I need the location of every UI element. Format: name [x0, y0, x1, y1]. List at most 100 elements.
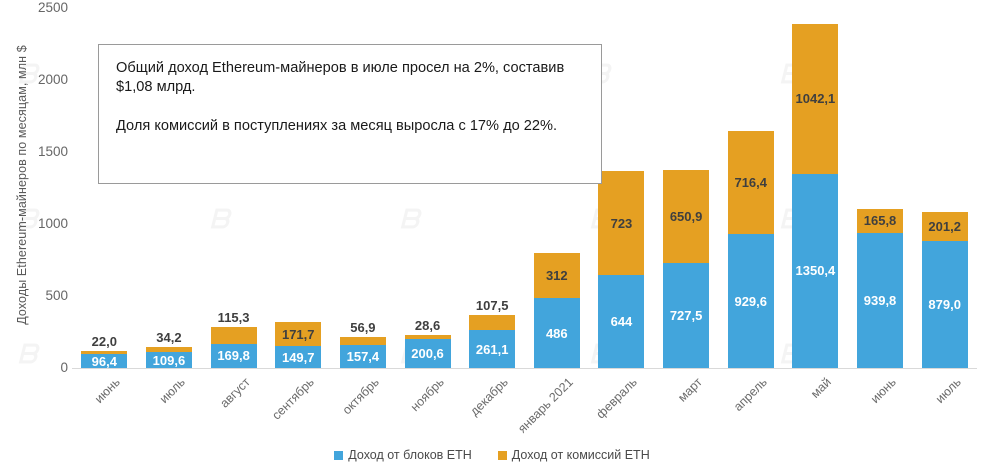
bar-value-label-blocks: 109,6 — [152, 352, 186, 368]
bar-group[interactable]: 56,9 157,4 — [339, 321, 386, 368]
bar-group[interactable]: 115,3 169,8 — [210, 311, 257, 368]
y-axis-tick-label: 2000 — [37, 72, 68, 87]
bar-value-label-fees: 56,9 — [350, 320, 376, 336]
bar-value-label-fees: 716,4 — [734, 175, 768, 191]
y-axis-tick-label: 1500 — [37, 144, 68, 159]
bar-value-label-blocks: 727,5 — [669, 308, 703, 324]
bar-group[interactable]: 312 486 — [533, 253, 580, 368]
bar-value-label-blocks: 939,8 — [863, 292, 897, 308]
bar-value-label-fees: 723 — [610, 215, 633, 231]
x-axis-tick-label-text: декабрь — [467, 375, 512, 419]
x-axis-tick-label-text: июль — [932, 375, 964, 407]
bar-segment-blocks[interactable]: 109,6 — [145, 352, 192, 368]
bar-value-label-blocks: 486 — [545, 325, 568, 341]
x-axis-tick-label-text: март — [675, 375, 705, 405]
annotation-callout: Общий доход Ethereum-майнеров в июле про… — [98, 44, 602, 184]
x-axis-tick-label-text: сентябрь — [269, 375, 318, 423]
x-axis-tick-label-text: ноябрь — [407, 375, 447, 415]
y-axis-tick-label: 2500 — [37, 0, 68, 15]
bar-segment-blocks[interactable]: 261,1 — [469, 330, 516, 368]
bar-value-label-blocks: 261,1 — [475, 341, 509, 357]
x-axis-line — [72, 368, 977, 369]
bar-segment-fees[interactable]: 1042,1 — [792, 23, 839, 174]
bar-segment-blocks[interactable]: 1350,4 — [792, 173, 839, 368]
bar-value-label-blocks: 149,7 — [281, 349, 315, 365]
bar-group[interactable]: 201,2 879,0 — [921, 212, 968, 368]
bar-value-label-fees: 650,9 — [669, 208, 703, 224]
bar-segment-fees[interactable]: 56,9 — [339, 321, 386, 346]
x-axis-tick-label-text: август — [216, 375, 253, 411]
bar-group[interactable]: 22,0 96,4 — [81, 335, 128, 369]
bar-value-label-fees: 171,7 — [281, 326, 315, 342]
bar-segment-fees[interactable]: 716,4 — [727, 130, 774, 235]
bar-value-label-fees: 115,3 — [217, 309, 250, 325]
bar-value-label-fees: 34,2 — [156, 330, 182, 346]
bar-group[interactable]: 28,6 200,6 — [404, 319, 451, 368]
bar-segment-fees[interactable]: 28,6 — [404, 319, 451, 340]
bar-group[interactable]: 107,5 261,1 — [469, 299, 516, 368]
y-axis-tick-label: 1000 — [37, 216, 68, 231]
legend-color-swatch — [497, 450, 507, 460]
x-axis-tick-label-text: октябрь — [339, 375, 382, 418]
bar-segment-fees[interactable]: 312 — [533, 253, 580, 299]
bar-segment-fees[interactable]: 165,8 — [857, 208, 904, 233]
bar-segment-fees[interactable]: 171,7 — [275, 321, 322, 347]
legend-item[interactable]: Доход от блоков ETH — [334, 448, 472, 462]
bar-segment-blocks[interactable]: 939,8 — [857, 232, 904, 368]
x-axis-tick-label-text: январь 2021 — [514, 375, 576, 436]
legend-label: Доход от комиссий ETH — [511, 448, 650, 462]
bar-group[interactable]: 716,4 929,6 — [727, 130, 774, 368]
bar-segment-blocks[interactable]: 96,4 — [81, 353, 128, 369]
bar-group[interactable]: 171,7 149,7 — [275, 321, 322, 368]
x-axis-tick-label-text: апрель — [730, 375, 770, 414]
bar-value-label-blocks: 929,6 — [734, 293, 768, 309]
bar-segment-blocks[interactable]: 644 — [598, 275, 645, 368]
bar-segment-blocks[interactable]: 200,6 — [404, 339, 451, 368]
x-axis-tick-label-text: июнь — [867, 375, 899, 406]
bar-segment-fees[interactable]: 34,2 — [145, 331, 192, 353]
bar-value-label-blocks: 879,0 — [928, 297, 961, 313]
bar-group[interactable]: 1042,1 1350,4 — [792, 23, 839, 368]
y-axis-ticks: 0 500 1000 1500 2000 2500 — [0, 0, 68, 473]
bar-segment-blocks[interactable]: 879,0 — [921, 241, 968, 368]
bar-value-label-fees: 165,8 — [863, 213, 897, 229]
y-axis-tick-label: 0 — [60, 360, 68, 375]
bar-segment-blocks[interactable]: 149,7 — [275, 346, 322, 368]
bar-group[interactable]: 723 644 — [598, 171, 645, 368]
bar-segment-blocks[interactable]: 486 — [533, 298, 580, 368]
legend-label: Доход от блоков ETH — [348, 448, 472, 462]
bar-value-label-blocks: 157,4 — [346, 349, 380, 365]
x-axis-labels: июнь июль август сентябрь октябрь ноябрь декаб… — [72, 369, 977, 444]
bar-segment-blocks[interactable]: 929,6 — [727, 234, 774, 368]
legend-item[interactable]: Доход от комиссий ETH — [497, 448, 650, 462]
bar-value-label-fees: 1042,1 — [795, 91, 836, 107]
chart-legend: Доход от блоков ETH Доход от комиссий ETH — [0, 448, 984, 462]
x-axis-tick-label-text: июль — [156, 375, 188, 407]
bar-segment-blocks[interactable]: 169,8 — [210, 343, 257, 368]
bar-segment-blocks[interactable]: 727,5 — [663, 263, 710, 368]
y-axis-tick-label: 500 — [45, 288, 68, 303]
bar-value-label-blocks: 169,8 — [217, 348, 250, 364]
bar-segment-fees[interactable]: 201,2 — [921, 212, 968, 242]
bar-value-label-fees: 201,2 — [928, 219, 961, 235]
bar-group[interactable]: 34,2 109,6 — [145, 331, 192, 368]
bar-group[interactable]: 165,8 939,8 — [857, 208, 904, 368]
bar-value-label-blocks: 96,4 — [91, 353, 117, 369]
annotation-paragraph-1: Общий доход Ethereum-майнеров в июле про… — [116, 60, 565, 96]
bar-segment-blocks[interactable]: 157,4 — [339, 345, 386, 368]
bar-value-label-blocks: 644 — [610, 314, 633, 330]
bar-group[interactable]: 650,9 727,5 — [663, 169, 710, 368]
bar-value-label-fees: 312 — [545, 268, 568, 284]
bar-value-label-fees: 28,6 — [414, 318, 441, 334]
bar-segment-fees[interactable]: 22,0 — [81, 335, 128, 355]
x-axis-tick-label-text: май — [808, 375, 835, 401]
bar-segment-fees[interactable]: 723 — [598, 171, 645, 276]
x-axis-tick-label-text: июнь — [92, 375, 124, 406]
bar-value-label-blocks: 200,6 — [411, 346, 444, 362]
bar-segment-fees[interactable]: 650,9 — [663, 169, 710, 264]
bar-segment-fees[interactable]: 115,3 — [210, 311, 257, 344]
bar-value-label-fees: 22,0 — [91, 333, 117, 349]
bar-segment-fees[interactable]: 107,5 — [469, 299, 516, 331]
bar-value-label-blocks: 1350,4 — [795, 263, 836, 279]
plot-area: 22,0 96,4 34,2 109,6 115,3 169,8 171,7 149,7 56,… — [72, 8, 977, 368]
